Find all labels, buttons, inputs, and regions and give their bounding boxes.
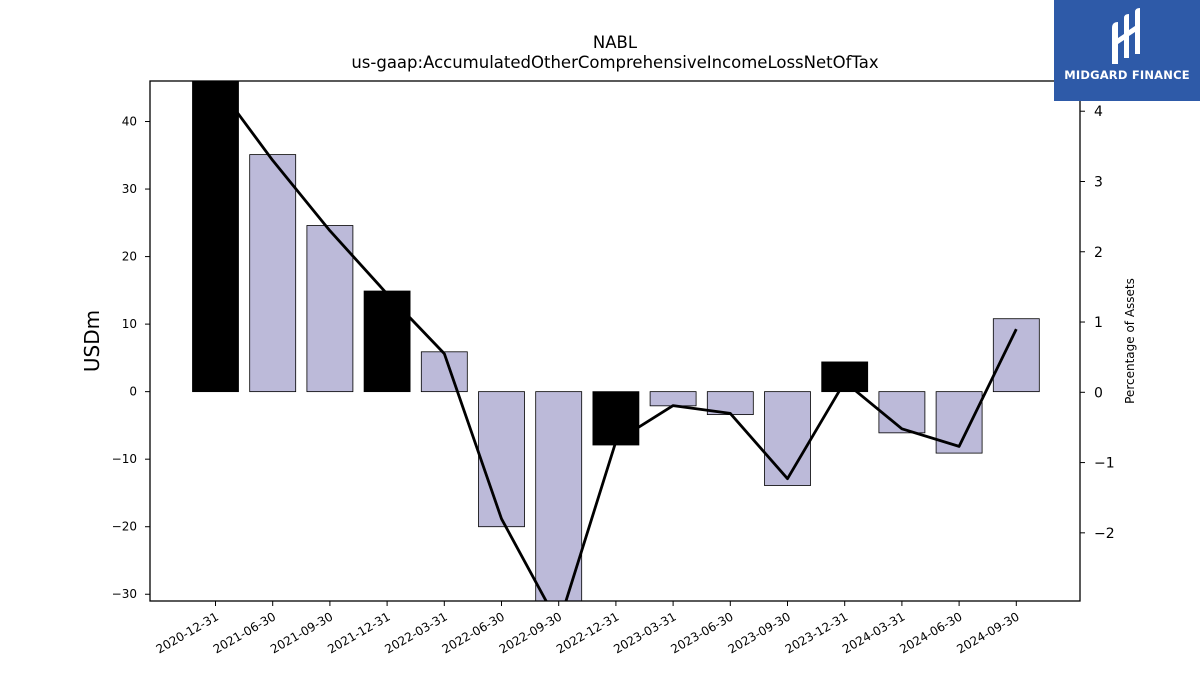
left-tick-label: −10 xyxy=(112,452,137,466)
x-tick-label: 2021-12-31 xyxy=(325,609,392,656)
bar-2020-12-31 xyxy=(192,81,239,393)
percentage-line xyxy=(214,82,1018,601)
bar-2022-12-31 xyxy=(592,391,640,446)
brand-name: MIDGARD FINANCE xyxy=(1064,68,1190,82)
x-tick-label: 2022-06-30 xyxy=(440,609,507,656)
bar-2021-06-30 xyxy=(249,154,297,393)
bar-2024-03-31 xyxy=(878,391,926,434)
y2-axis-label: Percentage of Assets xyxy=(1123,278,1137,404)
x-tick-label: 2022-09-30 xyxy=(497,609,564,656)
left-axis: −30 −20 −10 0 10 20 30 40 xyxy=(112,115,150,601)
x-tick-label: 2020-12-31 xyxy=(154,609,221,656)
left-tick-label: 10 xyxy=(122,317,137,331)
right-tick-label: 1 xyxy=(1094,315,1103,331)
bar-2023-09-30 xyxy=(764,391,811,486)
y-axis-label: USDm xyxy=(80,310,104,372)
brand-logo: MIDGARD FINANCE xyxy=(1054,0,1200,101)
x-tick-label: 2023-12-31 xyxy=(783,609,850,656)
right-tick-label: −2 xyxy=(1094,526,1115,542)
chart-title: NABL xyxy=(593,33,638,52)
left-tick-label: 0 xyxy=(129,385,137,399)
x-tick-label: 2023-03-31 xyxy=(611,609,678,656)
x-tick-label: 2024-09-30 xyxy=(954,609,1021,656)
bar-2023-03-31 xyxy=(649,391,697,407)
bars xyxy=(192,81,1040,601)
bar-2022-09-30 xyxy=(535,391,583,601)
left-tick-label: −30 xyxy=(112,587,137,601)
x-tick-label: 2024-03-31 xyxy=(840,609,907,656)
right-tick-label: 3 xyxy=(1094,174,1103,190)
bar-2021-12-31 xyxy=(363,290,411,393)
plot-frame xyxy=(149,80,1081,602)
right-tick-label: 2 xyxy=(1094,245,1103,261)
x-tick-label: 2023-06-30 xyxy=(668,609,735,656)
x-tick-label: 2022-12-31 xyxy=(554,609,621,656)
x-tick-label: 2024-06-30 xyxy=(897,609,964,656)
right-tick-label: 0 xyxy=(1094,385,1103,401)
left-tick-label: 30 xyxy=(122,182,137,196)
x-axis: 2020-12-312021-06-302021-09-302021-12-31… xyxy=(154,601,1022,656)
bar-2022-06-30 xyxy=(478,391,525,528)
brand-mark-icon xyxy=(1112,8,1140,64)
percentage-line-group xyxy=(214,82,1018,601)
right-axis: −2 −1 0 1 2 3 4 xyxy=(1080,104,1115,542)
chart-subtitle: us-gaap:AccumulatedOtherComprehensiveInc… xyxy=(351,53,879,72)
x-tick-label: 2021-09-30 xyxy=(268,609,335,656)
right-tick-label: 4 xyxy=(1094,104,1103,120)
right-tick-label: −1 xyxy=(1094,456,1115,472)
bar-2022-03-31 xyxy=(420,351,468,393)
left-tick-label: −20 xyxy=(112,520,137,534)
bar-2021-09-30 xyxy=(306,225,354,393)
x-tick-label: 2021-06-30 xyxy=(211,609,278,656)
left-tick-label: 40 xyxy=(122,115,137,129)
x-tick-label: 2023-09-30 xyxy=(726,609,793,656)
left-tick-label: 20 xyxy=(122,250,137,264)
bar-2023-12-31 xyxy=(821,361,869,393)
x-tick-label: 2022-03-31 xyxy=(382,609,449,656)
